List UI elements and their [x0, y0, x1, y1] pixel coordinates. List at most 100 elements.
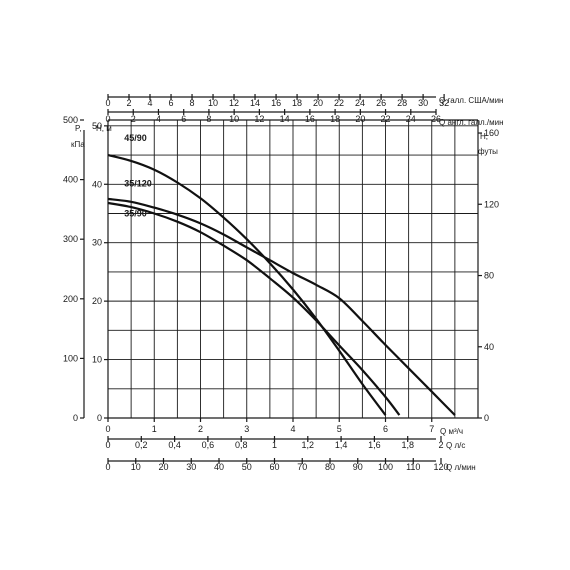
- flow-axis-tick-label: 3: [244, 424, 249, 434]
- curve-label-35-120: 35/120: [124, 179, 152, 189]
- flow-axis-tick-label: 1: [152, 424, 157, 434]
- us-gallons-axis-tick-label: 4: [147, 98, 152, 108]
- imperial-gallons-axis-label: Q англ. галл./мин: [439, 118, 504, 127]
- litres-per-second-axis-tick-label: 0: [105, 440, 110, 450]
- litres-per-second-axis-label: Q л/с: [446, 441, 465, 450]
- imperial-gallons-axis-tick-label: 10: [229, 114, 239, 124]
- litres-per-minute-axis-tick-label: 80: [325, 462, 335, 472]
- curve-45-90: [107, 154, 387, 416]
- imperial-gallons-axis-tick-label: 22: [381, 114, 391, 124]
- us-gallons-axis-tick-label: 32: [439, 98, 449, 108]
- us-gallons-axis-tick-label: 12: [229, 98, 239, 108]
- imperial-gallons-axis-tick-label: 18: [330, 114, 340, 124]
- litres-per-second-axis-tick-label: 0,6: [202, 440, 215, 450]
- us-gallons-axis-tick-label: 14: [250, 98, 260, 108]
- litres-per-minute-axis-tick-label: 30: [186, 462, 196, 472]
- litres-per-minute-axis-tick-label: 90: [353, 462, 363, 472]
- flow-axis-tick-label: 5: [337, 424, 342, 434]
- us-gallons-axis-tick-label: 2: [126, 98, 131, 108]
- flow-axis-tick-label: 2: [198, 424, 203, 434]
- flow-axis-tick-label: 6: [383, 424, 388, 434]
- litres-per-second-axis-tick-label: 1: [272, 440, 277, 450]
- flow-axis-tick-label: 4: [290, 424, 295, 434]
- imperial-gallons-axis-tick-label: 12: [254, 114, 264, 124]
- x-axis-label: Q м³/ч: [440, 427, 463, 436]
- us-gallons-axis-tick-label: 6: [169, 98, 174, 108]
- imperial-gallons-axis-tick-label: 4: [156, 114, 161, 124]
- feet-axis-tick-label: 80: [484, 271, 494, 281]
- imperial-gallons-axis-tick-label: 16: [305, 114, 315, 124]
- pressure-axis-label-line2: кПа: [71, 140, 85, 149]
- us-gallons-axis-tick-label: 18: [292, 98, 302, 108]
- head-axis-tick-label: 50: [92, 121, 102, 131]
- curve-label-35-90: 35/90: [124, 208, 147, 218]
- feet-axis-tick-label: 160: [484, 128, 499, 138]
- litres-per-minute-axis-tick-label: 120: [433, 462, 448, 472]
- imperial-gallons-axis-tick-label: 20: [355, 114, 365, 124]
- feet-axis-tick-label: 40: [484, 342, 494, 352]
- litres-per-second-axis-tick-label: 1,6: [368, 440, 381, 450]
- litres-per-minute-axis-tick-label: 110: [406, 462, 420, 472]
- head-axis-label-line1: Н, м: [96, 124, 112, 133]
- axes: [80, 94, 482, 464]
- litres-per-second-axis-tick-label: 2: [438, 440, 443, 450]
- imperial-gallons-axis-tick-label: 6: [181, 114, 186, 124]
- litres-per-second-axis-tick-label: 1,4: [335, 440, 348, 450]
- feet-axis-tick-label: 0: [484, 413, 489, 423]
- litres-per-second-axis-tick-label: 0,8: [235, 440, 248, 450]
- litres-per-minute-axis-tick-label: 0: [105, 462, 110, 472]
- feet-axis-tick-label: 120: [484, 199, 499, 209]
- us-gallons-axis-tick-label: 16: [271, 98, 281, 108]
- imperial-gallons-axis-tick-label: 8: [206, 114, 211, 124]
- grid-lines: [108, 120, 478, 418]
- litres-per-minute-axis-tick-label: 70: [297, 462, 307, 472]
- pressure-axis-tick-label: 200: [63, 294, 78, 304]
- litres-per-second-axis-tick-label: 1,8: [401, 440, 414, 450]
- pressure-axis-label-line1: P,: [75, 124, 82, 133]
- litres-per-minute-axis-tick-label: 20: [158, 462, 168, 472]
- litres-per-minute-axis-tick-label: 100: [378, 462, 393, 472]
- feet-axis-label-line1: Н,: [480, 132, 488, 141]
- litres-per-second-axis-tick-label: 0,2: [135, 440, 148, 450]
- imperial-gallons-axis-tick-label: 26: [431, 114, 441, 124]
- curve-35-120: [107, 197, 456, 416]
- us-gallons-axis-label: Q галл. США/мин: [439, 96, 503, 105]
- pressure-axis-tick-label: 400: [63, 175, 78, 185]
- litres-per-minute-axis-tick-label: 40: [214, 462, 224, 472]
- litres-per-minute-axis-tick-label: 10: [131, 462, 141, 472]
- litres-per-second-axis-tick-label: 0,4: [168, 440, 181, 450]
- flow-axis-tick-label: 7: [429, 424, 434, 434]
- us-gallons-axis-tick-label: 10: [208, 98, 218, 108]
- performance-curves: 45/90 35/120 35/90: [107, 133, 456, 416]
- pressure-axis-tick-label: 500: [63, 115, 78, 125]
- imperial-gallons-axis-tick-label: 2: [131, 114, 136, 124]
- imperial-gallons-axis-tick-label: 0: [105, 114, 110, 124]
- us-gallons-axis-tick-label: 0: [105, 98, 110, 108]
- flow-axis-tick-label: 0: [105, 424, 110, 434]
- head-axis-tick-label: 30: [92, 238, 102, 248]
- head-axis-tick-label: 0: [97, 413, 102, 423]
- head-axis-tick-label: 20: [92, 296, 102, 306]
- curve-label-45-90: 45/90: [124, 133, 147, 143]
- head-axis-tick-label: 10: [92, 355, 102, 365]
- us-gallons-axis-tick-label: 8: [190, 98, 195, 108]
- imperial-gallons-axis-tick-label: 24: [406, 114, 416, 124]
- us-gallons-axis-tick-label: 22: [334, 98, 344, 108]
- litres-per-second-axis-tick-label: 1,2: [302, 440, 315, 450]
- litres-per-minute-axis-tick-label: 60: [269, 462, 279, 472]
- us-gallons-axis-tick-label: 28: [397, 98, 407, 108]
- pressure-axis-tick-label: 100: [63, 353, 78, 363]
- us-gallons-axis-tick-label: 24: [355, 98, 365, 108]
- imperial-gallons-axis-tick-label: 14: [280, 114, 290, 124]
- us-gallons-axis-tick-label: 26: [376, 98, 386, 108]
- us-gallons-axis-tick-label: 20: [313, 98, 323, 108]
- feet-axis-label-line2: футы: [478, 147, 498, 156]
- pressure-axis-tick-label: 0: [73, 413, 78, 423]
- litres-per-minute-axis-tick-label: 50: [242, 462, 252, 472]
- curve-35-90: [107, 201, 401, 416]
- pressure-axis-tick-label: 300: [63, 234, 78, 244]
- litres-per-minute-axis-label: Q л/мин: [446, 463, 476, 472]
- head-axis-tick-label: 40: [92, 179, 102, 189]
